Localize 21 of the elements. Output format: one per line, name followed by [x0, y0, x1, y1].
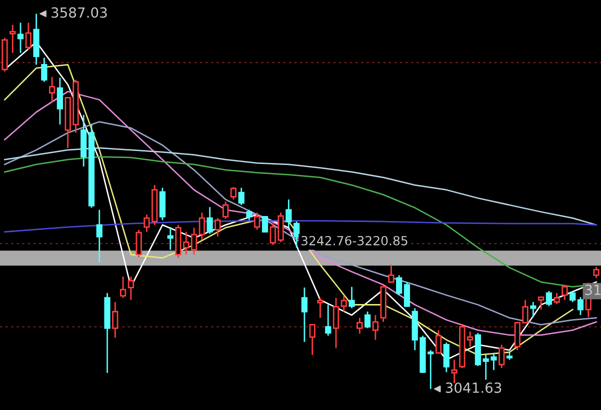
candlestick [128, 276, 134, 301]
candlestick [286, 198, 292, 228]
candlestick [48, 76, 56, 104]
annotation: 31 [585, 284, 601, 296]
candlestick [56, 77, 64, 126]
candlestick [17, 22, 24, 54]
annotation: 3587.03 [52, 7, 107, 18]
candlestick [451, 359, 458, 384]
candlestick [112, 301, 118, 338]
candlestick [467, 330, 474, 348]
candlestick [254, 212, 260, 230]
band-label: 3242.76-3220.85 [301, 236, 408, 246]
candlestick [96, 209, 102, 263]
candlestick [301, 286, 308, 343]
candlestick [80, 114, 87, 168]
annotation: 3041.63 [446, 382, 502, 393]
candlestick [372, 314, 378, 341]
candlestick [10, 24, 16, 54]
candlestick [530, 301, 536, 318]
candlestick [33, 13, 40, 66]
candlestick [167, 226, 174, 250]
